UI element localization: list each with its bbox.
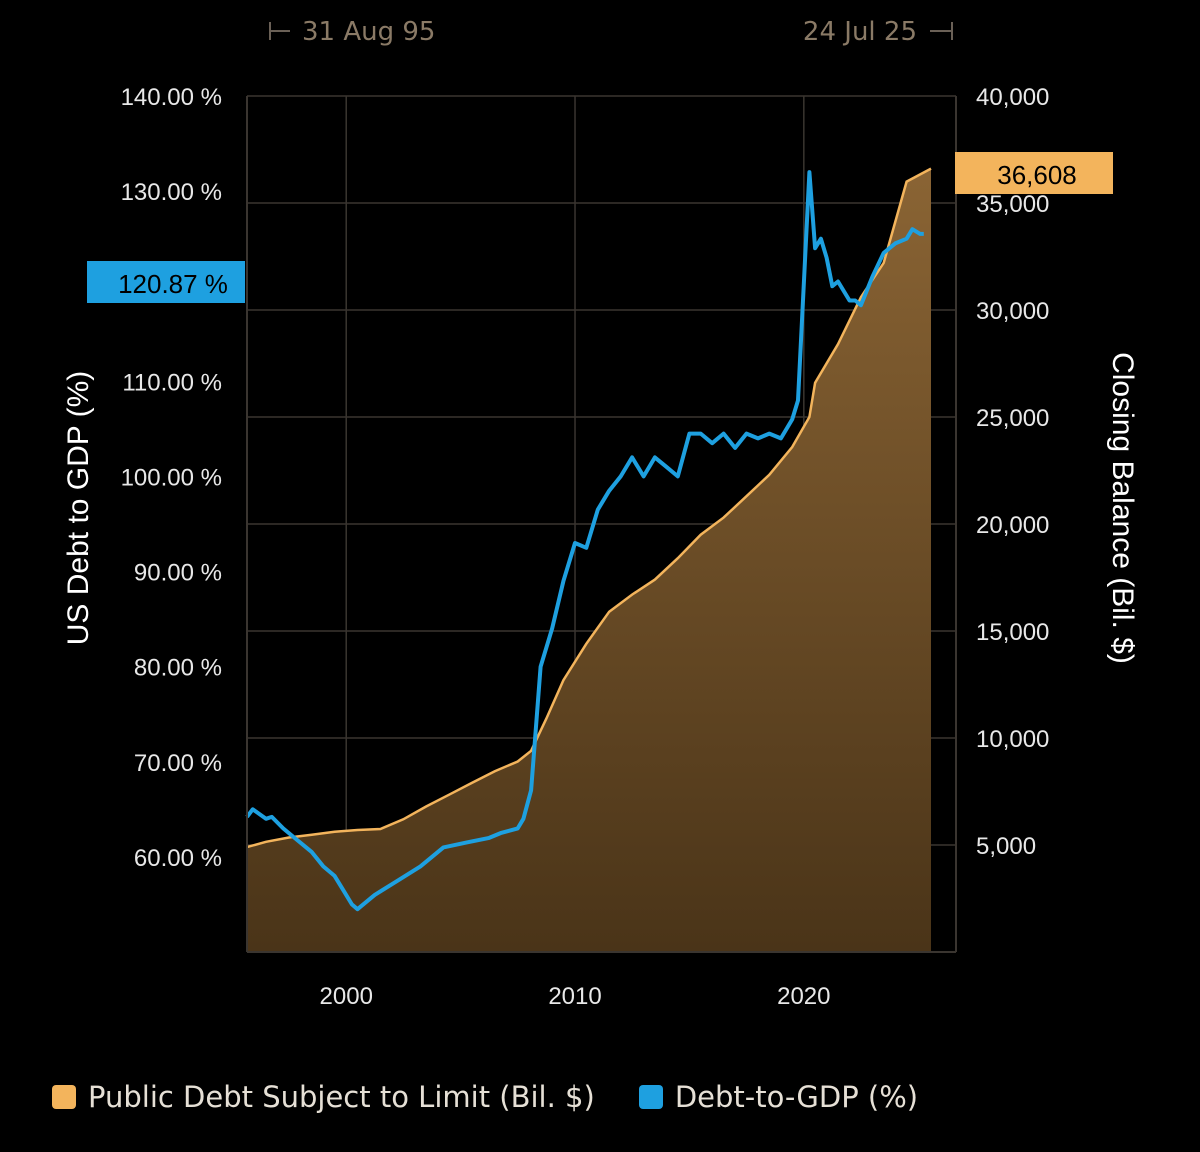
- right-tick-label-7: 5,000: [976, 833, 1036, 860]
- left-tick-label-7: 60.00 %: [134, 845, 222, 872]
- x-tick-label-0: 2000: [320, 983, 373, 1010]
- right-tick-label-1: 35,000: [976, 191, 1049, 218]
- legend-swatch-orange: [52, 1085, 76, 1109]
- legend-swatch-blue: [638, 1085, 663, 1109]
- range-end-label: 24 Jul 25: [803, 17, 917, 47]
- right-current-value-badge: 36,608: [955, 152, 1113, 194]
- left-tick-label-5: 80.00 %: [134, 655, 222, 682]
- axes: [246, 96, 957, 953]
- x-axis-ticks: 2000 2010 2020: [320, 983, 831, 1010]
- left-axis-title: US Debt to GDP (%): [62, 371, 95, 646]
- x-tick-label-2: 2020: [777, 983, 830, 1010]
- series-line-debt-limit: [246, 167, 932, 849]
- right-tick-label-2: 30,000: [976, 298, 1049, 325]
- right-tick-label-3: 25,000: [976, 405, 1049, 432]
- legend-item-debt-limit[interactable]: Public Debt Subject to Limit (Bil. $): [52, 1080, 595, 1114]
- right-tick-label-4: 20,000: [976, 512, 1049, 539]
- left-tick-label-0: 140.00 %: [121, 84, 222, 111]
- legend-label-debt-limit: Public Debt Subject to Limit (Bil. $): [88, 1080, 595, 1114]
- legend-label-debt-to-gdp: Debt-to-GDP (%): [674, 1080, 919, 1114]
- x-tick-label-1: 2010: [548, 983, 601, 1010]
- area-layer: [246, 167, 932, 953]
- chart: 31 Aug 95 24 Jul 25 140.00 % 130.00 % 110.…: [62, 17, 1139, 1010]
- left-current-value-badge: 120.87 %: [87, 261, 245, 303]
- right-axis-title: Closing Balance (Bil. $): [1106, 352, 1139, 664]
- left-tick-label-4: 90.00 %: [134, 560, 222, 587]
- right-tick-label-6: 10,000: [976, 726, 1049, 753]
- right-tick-label-5: 15,000: [976, 619, 1049, 646]
- right-current-value-label: 36,608: [997, 160, 1077, 190]
- left-axis-ticks: 140.00 % 130.00 % 110.00 % 100.00 % 90.00 % 8…: [121, 84, 222, 872]
- left-tick-label-2: 110.00 %: [122, 369, 222, 396]
- left-current-value-label: 120.87 %: [118, 269, 228, 299]
- right-axis-ticks: 40,000 35,000 30,000 25,000 20,000 15,000 10,0…: [976, 84, 1049, 860]
- left-tick-label-6: 70.00 %: [134, 750, 222, 777]
- left-tick-label-1: 130.00 %: [121, 179, 222, 206]
- legend-item-debt-to-gdp[interactable]: Debt-to-GDP (%): [638, 1080, 919, 1114]
- line-layer: [245, 170, 924, 912]
- range-header: 31 Aug 95 24 Jul 25: [269, 17, 953, 47]
- right-tick-label-0: 40,000: [976, 84, 1049, 111]
- range-start-label: 31 Aug 95: [302, 17, 435, 47]
- legend: Public Debt Subject to Limit (Bil. $) De…: [52, 1080, 962, 1114]
- series-area-debt-limit: [247, 168, 931, 953]
- series-line-debt-to-gdp: [245, 170, 924, 912]
- left-tick-label-3: 100.00 %: [121, 464, 222, 491]
